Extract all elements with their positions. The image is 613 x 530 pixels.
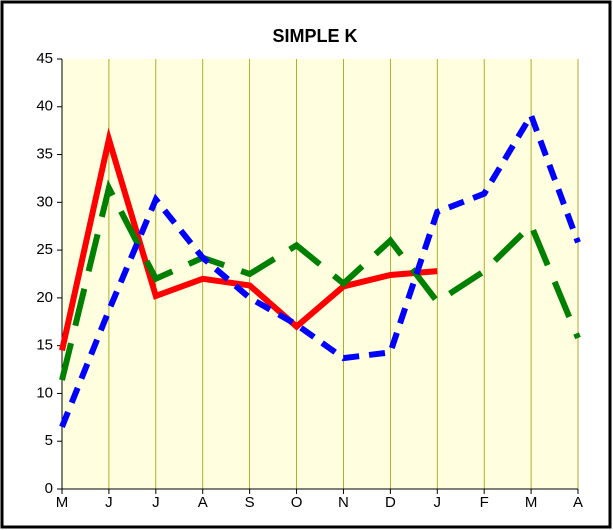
y-tick-label: 0 <box>45 480 53 497</box>
x-tick-label: F <box>480 494 489 511</box>
x-tick-label: N <box>338 494 349 511</box>
y-tick-label: 5 <box>45 432 53 449</box>
x-tick-label: J <box>434 494 442 511</box>
x-tick-label: D <box>385 494 396 511</box>
series-line <box>59 108 581 429</box>
y-tick-label: 25 <box>36 241 53 258</box>
y-tick-label: 10 <box>36 384 53 401</box>
x-tick-label: M <box>525 494 538 511</box>
x-tick-label: O <box>291 494 303 511</box>
x-tick-label: A <box>198 494 208 511</box>
x-tick-label: A <box>573 494 583 511</box>
x-tick-label: M <box>56 494 69 511</box>
plot-area <box>62 59 578 489</box>
y-tick-label: 20 <box>36 289 53 306</box>
y-tick-label: 30 <box>36 193 53 210</box>
x-tick-label: S <box>245 494 255 511</box>
chart-title: SIMPLE K <box>272 26 357 46</box>
y-tick-label: 40 <box>36 98 53 115</box>
y-tick-label: 45 <box>36 50 53 67</box>
series-line <box>59 179 581 381</box>
x-tick-label: J <box>105 494 113 511</box>
y-tick-label: 15 <box>36 337 53 354</box>
series-line <box>59 127 438 352</box>
y-tick-label: 35 <box>36 146 53 163</box>
x-tick-label: J <box>152 494 160 511</box>
